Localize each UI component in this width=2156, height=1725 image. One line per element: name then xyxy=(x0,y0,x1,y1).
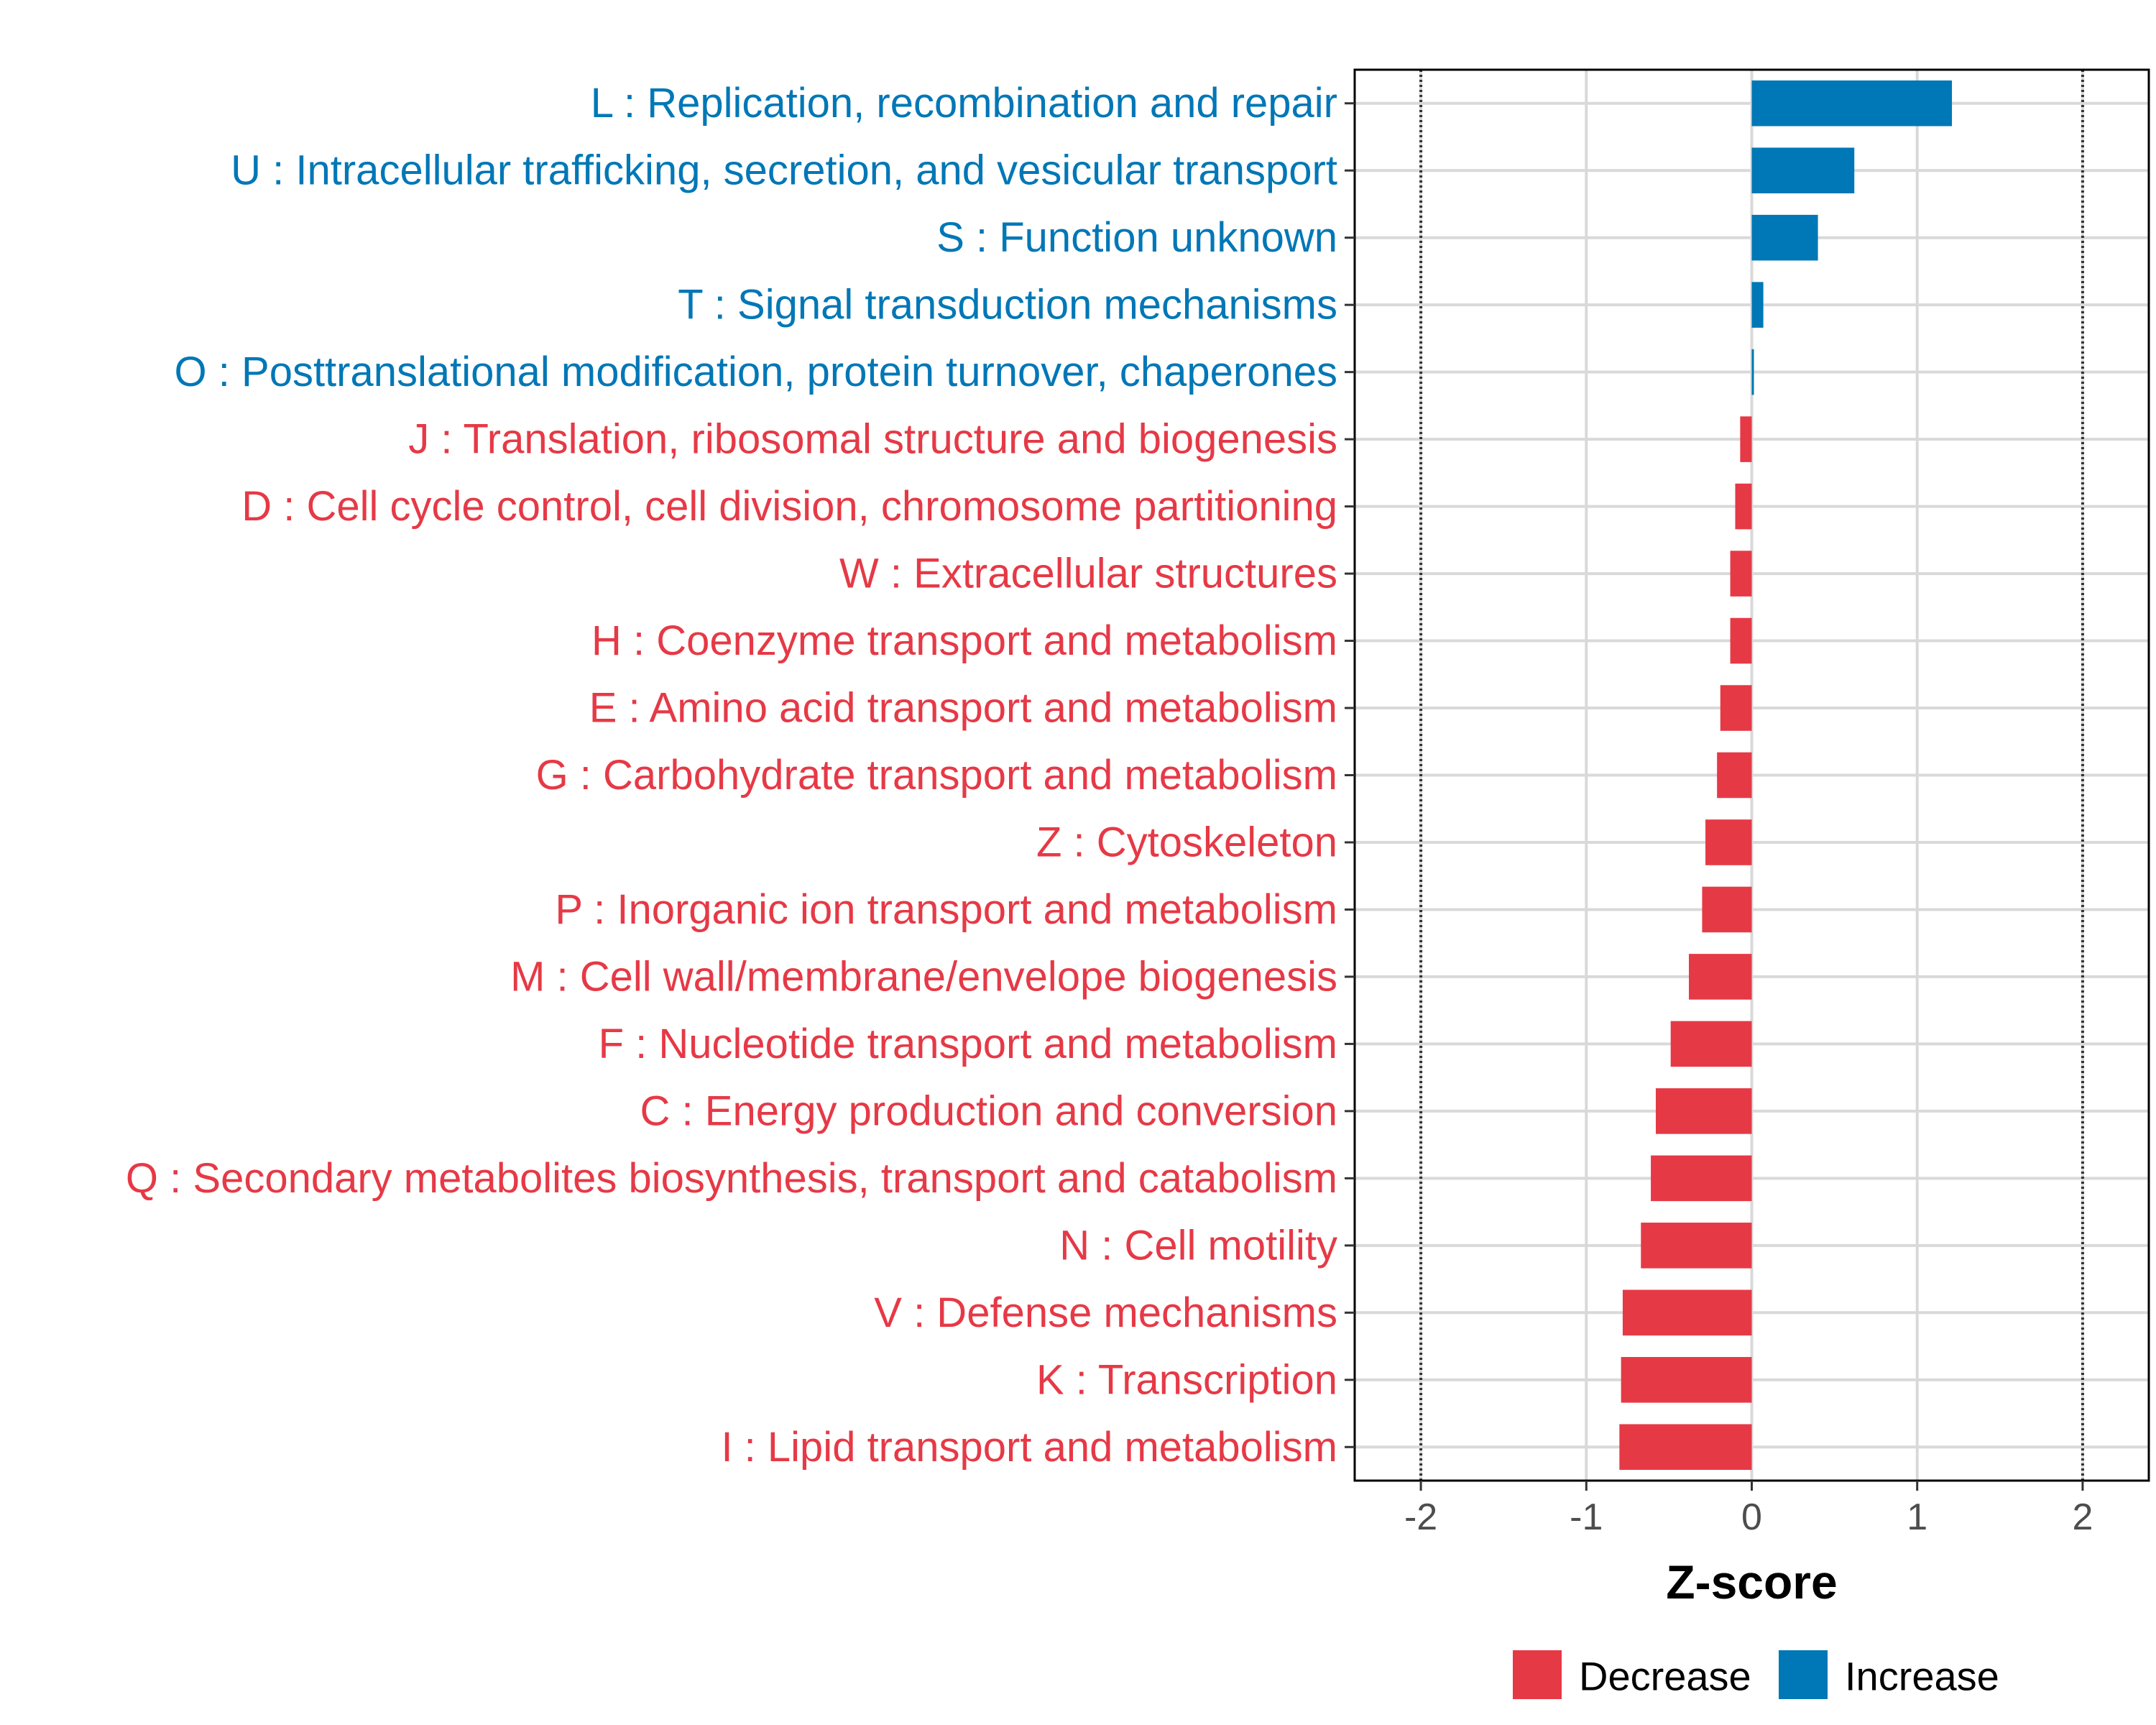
category-label: N : Cell motility xyxy=(1059,1222,1337,1269)
bar xyxy=(1717,752,1752,799)
bar xyxy=(1689,954,1752,1000)
category-label: S : Function unknown xyxy=(936,214,1337,261)
bar xyxy=(1702,886,1752,933)
category-label: W : Extracellular structures xyxy=(839,551,1337,597)
category-label: O : Posttranslational modification, prot… xyxy=(175,349,1337,395)
category-label: L : Replication, recombination and repai… xyxy=(591,80,1337,126)
category-label: F : Nucleotide transport and metabolism xyxy=(599,1021,1337,1067)
category-label: J : Translation, ribosomal structure and… xyxy=(408,416,1337,463)
bars xyxy=(1619,80,1953,1471)
bar xyxy=(1651,1155,1752,1202)
category-labels: L : Replication, recombination and repai… xyxy=(126,80,1337,1471)
bar xyxy=(1730,551,1752,597)
bar xyxy=(1621,1357,1752,1403)
legend-swatch xyxy=(1779,1650,1828,1699)
x-tick-label: 0 xyxy=(1741,1496,1762,1538)
x-tick-label: -1 xyxy=(1570,1496,1603,1538)
category-label: Q : Secondary metabolites biosynthesis, … xyxy=(126,1155,1337,1202)
legend-swatch xyxy=(1513,1650,1562,1699)
legend-label: Increase xyxy=(1845,1654,1999,1699)
x-tick-label: 1 xyxy=(1907,1496,1927,1538)
x-tick-label: 2 xyxy=(2072,1496,2093,1538)
category-label: P : Inorganic ion transport and metaboli… xyxy=(555,886,1337,933)
bar xyxy=(1641,1223,1752,1269)
bar xyxy=(1720,685,1752,731)
bar xyxy=(1740,416,1752,462)
y-axis-ticks xyxy=(1345,102,1355,1448)
category-label: E : Amino acid transport and metabolism xyxy=(589,685,1337,732)
bar xyxy=(1751,147,1855,193)
bar xyxy=(1735,483,1752,530)
bar xyxy=(1751,80,1953,126)
category-label: M : Cell wall/membrane/envelope biogenes… xyxy=(510,953,1337,1000)
bar xyxy=(1705,819,1752,865)
bar xyxy=(1730,617,1752,664)
category-label: V : Defense mechanisms xyxy=(874,1289,1337,1336)
category-label: H : Coenzyme transport and metabolism xyxy=(591,617,1337,664)
category-label: D : Cell cycle control, cell division, c… xyxy=(241,483,1337,530)
bar xyxy=(1670,1021,1752,1067)
x-tick-label: -2 xyxy=(1404,1496,1437,1538)
category-label: I : Lipid transport and metabolism xyxy=(721,1424,1337,1471)
bar xyxy=(1751,349,1754,395)
bar xyxy=(1751,282,1764,328)
x-axis-title: Z-score xyxy=(1666,1555,1837,1609)
legend: Decrease Increase xyxy=(1513,1650,1999,1699)
category-label: Z : Cytoskeleton xyxy=(1036,819,1337,865)
category-label: C : Energy production and conversion xyxy=(640,1087,1337,1134)
legend-item-increase: Increase xyxy=(1779,1650,1999,1699)
x-axis-ticks: -2 -1 0 1 2 xyxy=(1404,1481,2093,1538)
bar xyxy=(1751,214,1818,261)
category-label: T : Signal transduction mechanisms xyxy=(678,282,1337,328)
legend-label: Decrease xyxy=(1579,1654,1751,1699)
category-label: K : Transcription xyxy=(1036,1356,1337,1403)
reference-lines xyxy=(1419,70,2084,1481)
bar xyxy=(1619,1424,1752,1471)
bar xyxy=(1622,1289,1752,1336)
category-label: G : Carbohydrate transport and metabolis… xyxy=(536,752,1337,799)
category-label: U : Intracellular trafficking, secretion… xyxy=(231,147,1337,194)
legend-item-decrease: Decrease xyxy=(1513,1650,1751,1699)
bar xyxy=(1655,1088,1752,1134)
